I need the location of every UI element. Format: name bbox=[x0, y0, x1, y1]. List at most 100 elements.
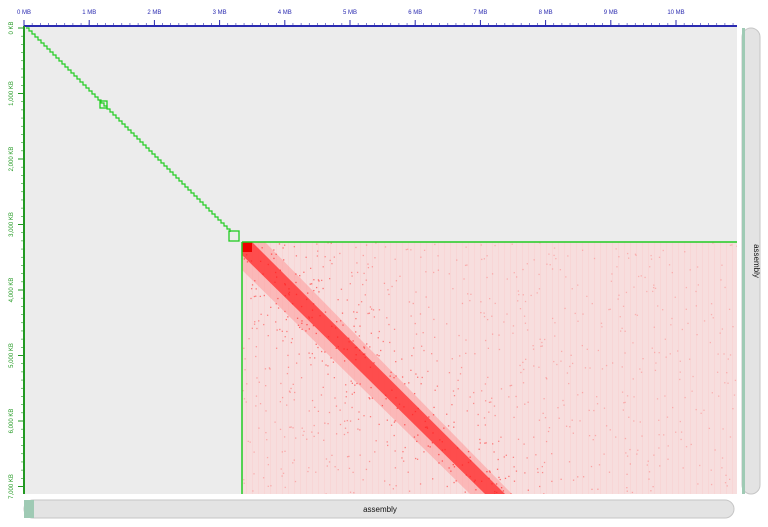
contact-dot bbox=[640, 371, 643, 373]
contact-dot bbox=[484, 339, 487, 342]
contact-dot bbox=[346, 299, 348, 301]
contact-dot bbox=[245, 401, 247, 403]
contact-dot bbox=[568, 461, 571, 463]
contact-dot bbox=[457, 388, 459, 390]
contact-dot bbox=[491, 483, 493, 485]
contact-dot bbox=[610, 280, 613, 282]
contact-dot bbox=[369, 416, 372, 418]
contact-dot bbox=[708, 427, 711, 430]
contact-dot bbox=[441, 449, 444, 451]
contact-dot bbox=[306, 298, 308, 301]
contact-dot bbox=[659, 465, 661, 467]
contact-dot bbox=[393, 377, 395, 379]
contact-dot bbox=[350, 380, 352, 382]
contact-dot bbox=[383, 282, 386, 285]
contact-dot bbox=[618, 294, 620, 296]
contact-dot bbox=[447, 425, 450, 427]
contact-dot bbox=[456, 259, 458, 261]
contact-dot bbox=[318, 280, 320, 282]
contact-dot bbox=[278, 243, 281, 245]
contact-dot bbox=[378, 309, 381, 311]
contact-dot bbox=[288, 291, 291, 294]
contact-dot bbox=[357, 428, 359, 430]
bottom-assembly-track[interactable]: assembly bbox=[23, 499, 735, 519]
contact-dot bbox=[601, 368, 604, 370]
contact-dot bbox=[394, 420, 396, 422]
contact-dot bbox=[308, 317, 311, 319]
contact-dot bbox=[404, 446, 406, 449]
contact-dot bbox=[695, 305, 698, 307]
contact-dot bbox=[292, 427, 294, 429]
contact-dot bbox=[478, 448, 480, 450]
right-assembly-track[interactable]: assembly bbox=[741, 27, 761, 495]
contact-dot bbox=[363, 415, 365, 417]
contact-dot bbox=[517, 290, 519, 292]
contact-dot bbox=[662, 249, 664, 252]
contact-dot bbox=[364, 356, 366, 359]
contact-dot bbox=[348, 337, 350, 339]
contact-matrix[interactable] bbox=[242, 242, 738, 495]
contact-dot bbox=[401, 376, 404, 378]
contact-dot bbox=[395, 360, 397, 363]
contact-dot bbox=[343, 433, 346, 436]
contact-dot bbox=[465, 339, 467, 341]
contact-dot bbox=[593, 257, 596, 260]
contact-dot bbox=[539, 485, 541, 488]
contact-dot bbox=[671, 271, 673, 274]
contact-dot bbox=[593, 409, 595, 412]
contact-dot bbox=[318, 291, 320, 293]
contact-dot bbox=[436, 360, 438, 362]
contact-dot bbox=[293, 459, 295, 461]
contact-dot bbox=[699, 464, 701, 467]
contact-dot bbox=[367, 263, 369, 265]
contact-dot bbox=[596, 396, 598, 398]
contact-dot bbox=[542, 412, 544, 415]
contact-dot bbox=[710, 483, 713, 486]
contact-dot bbox=[625, 291, 628, 294]
segment-box-2[interactable] bbox=[228, 230, 240, 242]
contact-dot bbox=[323, 439, 325, 441]
contact-dot bbox=[516, 406, 518, 408]
contact-dot bbox=[461, 302, 464, 305]
contact-dot bbox=[438, 453, 440, 456]
contact-dot bbox=[484, 400, 487, 402]
contact-dot bbox=[329, 259, 331, 262]
contact-dot bbox=[532, 348, 535, 350]
contact-dot bbox=[309, 357, 311, 359]
contact-dot bbox=[469, 460, 472, 462]
contact-dot bbox=[584, 367, 587, 369]
contact-dot bbox=[384, 246, 387, 248]
contact-dot bbox=[655, 362, 657, 364]
contact-dot bbox=[664, 338, 666, 340]
diagonal-staircase bbox=[26, 27, 231, 232]
contact-dot bbox=[355, 246, 357, 249]
contact-dot bbox=[448, 372, 451, 374]
contact-dot bbox=[688, 358, 691, 360]
segment-box-1[interactable] bbox=[99, 100, 108, 109]
contact-dot bbox=[413, 436, 416, 438]
contact-dot bbox=[503, 493, 505, 494]
contact-matrix-stripes bbox=[242, 242, 737, 494]
contact-dot bbox=[250, 260, 253, 262]
contact-dot bbox=[596, 403, 599, 405]
contact-dot bbox=[343, 348, 345, 350]
contact-dot bbox=[508, 396, 510, 398]
contact-dot bbox=[703, 320, 706, 322]
contact-dot bbox=[294, 391, 296, 394]
contact-dot bbox=[291, 303, 294, 305]
contact-dot bbox=[684, 396, 686, 399]
contact-dot bbox=[460, 366, 463, 369]
contact-dot bbox=[288, 390, 291, 392]
contact-dot bbox=[275, 347, 278, 349]
contact-dot bbox=[326, 465, 328, 467]
contact-dot bbox=[324, 256, 326, 258]
contact-dot bbox=[572, 432, 574, 434]
contact-dot bbox=[658, 434, 660, 436]
contact-dot bbox=[324, 351, 326, 353]
contact-dot bbox=[600, 322, 603, 324]
contact-dot bbox=[311, 399, 314, 402]
contact-dot bbox=[339, 409, 341, 411]
x-tick-label: 6 MB bbox=[408, 10, 422, 16]
y-tick-label: 6,000 KB bbox=[9, 409, 15, 434]
